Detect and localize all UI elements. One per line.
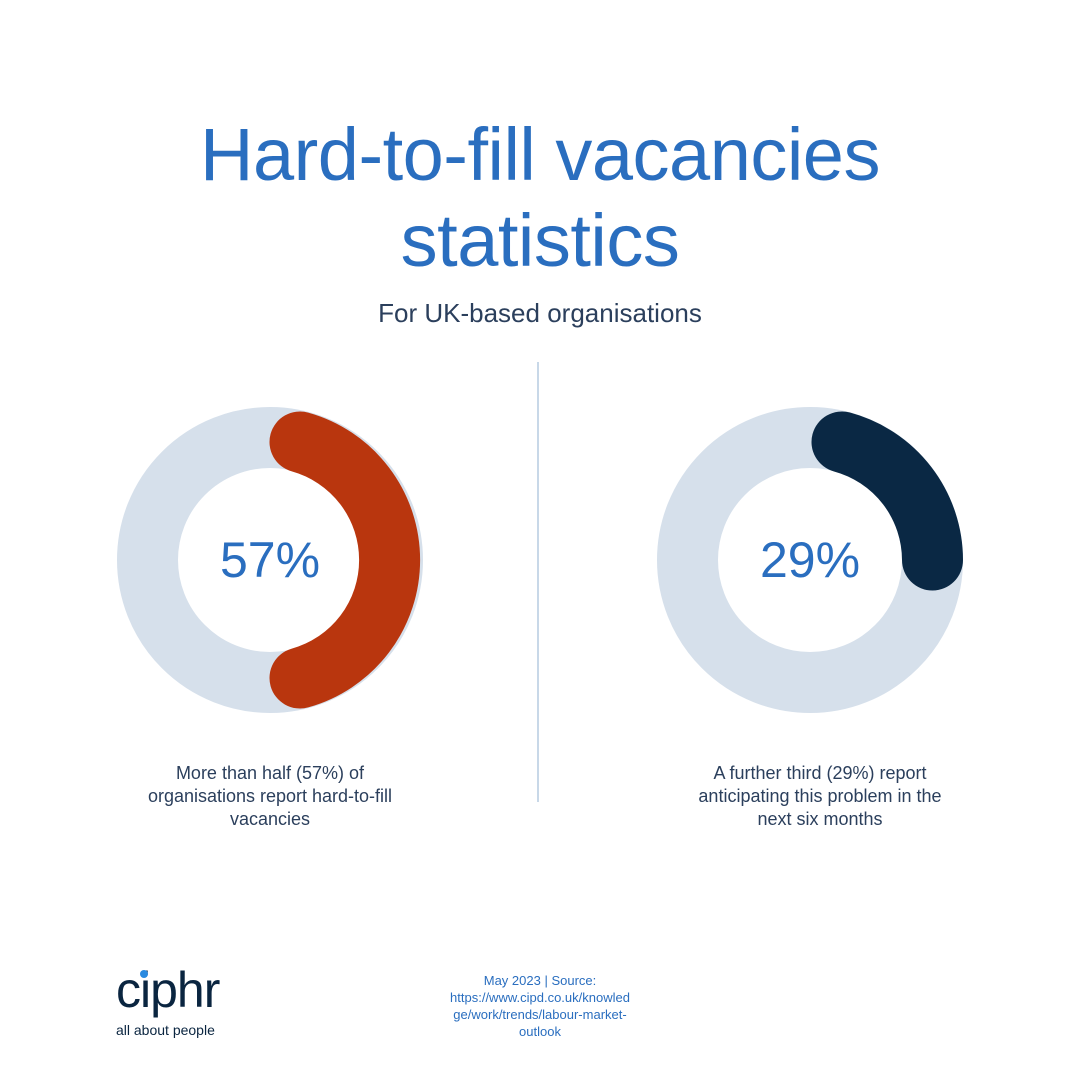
- caption-line: next six months: [757, 809, 883, 829]
- column-divider: [537, 362, 539, 802]
- logo-tagline: all about people: [116, 1022, 215, 1038]
- stat-caption-1: More than half (57%) of organisations re…: [90, 762, 450, 831]
- donut-29-graphic: [657, 407, 963, 713]
- donut-57-graphic: [117, 407, 423, 713]
- page-title: Hard-to-fill vacancies statistics: [0, 112, 1080, 284]
- source-url-line[interactable]: ge/work/trends/labour-market-: [453, 1007, 627, 1022]
- donut-chart-29: 29%: [650, 400, 970, 720]
- caption-line: More than half (57%) of: [175, 763, 365, 783]
- caption-line: A further third (29%) report: [713, 763, 927, 783]
- caption-line: organisations report hard-to-fill: [147, 786, 393, 806]
- title-line-2: statistics: [400, 199, 680, 282]
- source-url-line[interactable]: outlook: [519, 1024, 561, 1039]
- caption-line: vacancies: [229, 809, 311, 829]
- donut-chart-57: 57%: [110, 400, 430, 720]
- title-line-1: Hard-to-fill vacancies: [200, 113, 880, 196]
- source-date: May 2023 | Source:: [483, 973, 597, 988]
- source-citation: May 2023 | Source: https://www.cipd.co.u…: [400, 972, 680, 1040]
- logo-wordmark: ciphr: [116, 960, 220, 1020]
- logo-text: ciphr: [116, 962, 220, 1018]
- logo-dot-icon: [140, 970, 148, 978]
- stat-caption-2: A further third (29%) report anticipatin…: [640, 762, 1000, 831]
- stat-value: 29%: [759, 532, 861, 588]
- source-url-line[interactable]: https://www.cipd.co.uk/knowled: [450, 990, 630, 1005]
- stat-value: 57%: [219, 532, 321, 588]
- donut-arc-29: [811, 411, 963, 591]
- subtitle: For UK-based organisations: [378, 298, 702, 328]
- ciphr-logo: ciphr all about people: [116, 960, 220, 1038]
- caption-line: anticipating this problem in the: [698, 786, 942, 806]
- donut-arc-57: [269, 411, 421, 709]
